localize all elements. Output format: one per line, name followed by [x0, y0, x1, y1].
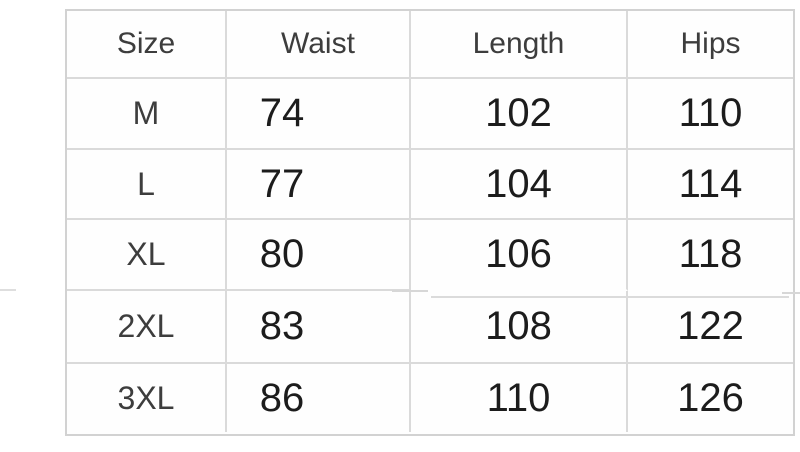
length-value: 106 [411, 220, 628, 291]
size-value: M [67, 79, 227, 150]
image-seam-artifact [782, 292, 800, 294]
table-row: 2XL 83 108 122 [67, 291, 793, 364]
hips-value: 122 [628, 291, 793, 364]
hips-value: 110 [628, 79, 793, 150]
table-row: 3XL 86 110 126 [67, 364, 793, 432]
waist-value: 80 [227, 220, 411, 291]
size-chart-table: Size Waist Length Hips M 74 102 110 L 77… [67, 11, 793, 432]
image-seam-artifact [0, 289, 16, 291]
image-seam-artifact [392, 290, 428, 292]
size-value: 2XL [67, 291, 227, 364]
hips-value: 126 [677, 375, 744, 420]
size-chart-container: Size Waist Length Hips M 74 102 110 L 77… [65, 9, 795, 436]
table-row: XL 80 106 118 [67, 220, 793, 291]
length-value: 108 [411, 291, 628, 364]
image-seam-artifact [431, 296, 789, 298]
column-header-hips: Hips [628, 11, 793, 79]
waist-value: 83 [227, 291, 411, 364]
hips-value: 118 [678, 232, 743, 276]
column-header-length: Length [411, 11, 628, 79]
length-value: 104 [411, 150, 628, 220]
waist-value: 74 [227, 79, 411, 150]
header-row: Size Waist Length Hips [67, 11, 793, 79]
size-value: L [67, 150, 227, 220]
hips-value: 114 [628, 150, 793, 220]
length-value: 110 [411, 364, 628, 432]
column-header-waist: Waist [227, 11, 411, 79]
table-row: M 74 102 110 [67, 79, 793, 150]
waist-value: 86 [227, 364, 411, 432]
size-value: XL [67, 220, 227, 291]
column-header-size: Size [67, 11, 227, 79]
size-value: 3XL [67, 364, 227, 432]
waist-value: 77 [227, 150, 411, 220]
length-value: 102 [411, 79, 628, 150]
table-row: L 77 104 114 [67, 150, 793, 220]
